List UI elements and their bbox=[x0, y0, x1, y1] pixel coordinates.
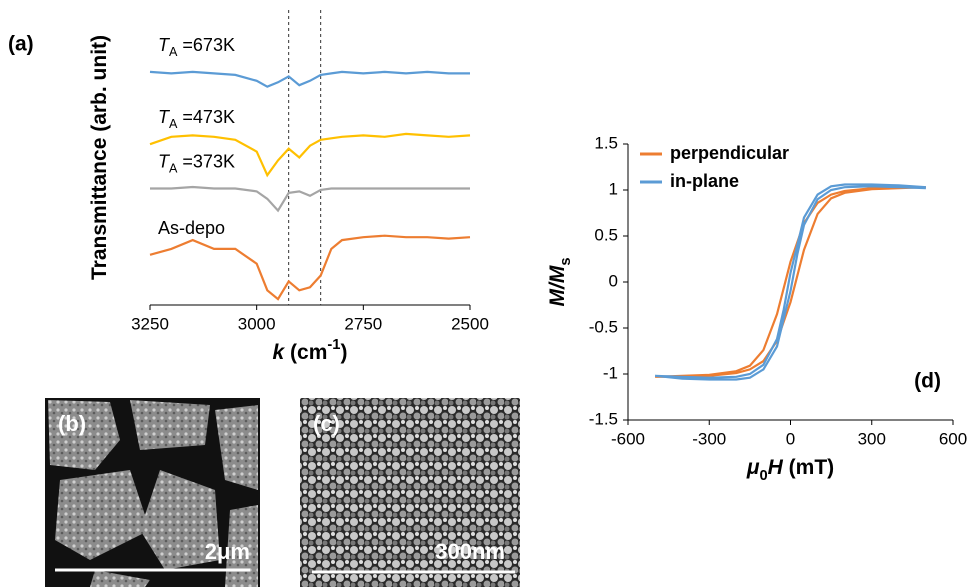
series-line bbox=[150, 236, 470, 299]
label-part: =473K bbox=[177, 107, 235, 127]
x-tick-label: 300 bbox=[858, 429, 886, 448]
sem-image-b: (b) 2μm bbox=[45, 398, 260, 587]
panel-label: (b) bbox=[58, 411, 86, 436]
legend-label: perpendicular bbox=[670, 143, 789, 163]
label-part: =673K bbox=[177, 35, 235, 55]
series-line bbox=[655, 187, 926, 377]
label-part: =373K bbox=[177, 151, 235, 171]
x-tick-label: 3000 bbox=[238, 314, 276, 333]
label-part: ) bbox=[340, 341, 347, 364]
x-tick-label: 600 bbox=[939, 429, 967, 448]
x-axis-label: μ0H (mT) bbox=[746, 456, 834, 484]
series-line bbox=[655, 185, 926, 380]
y-axis-label: Transmittance (arb. unit) bbox=[88, 35, 111, 280]
label-part: H bbox=[768, 456, 784, 479]
x-tick-label: -600 bbox=[611, 429, 645, 448]
label-part: M/M bbox=[546, 265, 569, 306]
x-tick-label: 2750 bbox=[344, 314, 382, 333]
scale-label: 2μm bbox=[205, 539, 250, 564]
y-tick-label: -1 bbox=[603, 363, 618, 382]
x-tick-label: 0 bbox=[786, 429, 795, 448]
x-tick-label: -300 bbox=[692, 429, 726, 448]
x-tick-label: 3250 bbox=[131, 314, 169, 333]
label-part: μ bbox=[746, 456, 760, 479]
y-tick-label: -1.5 bbox=[589, 409, 618, 428]
series-line bbox=[150, 187, 470, 211]
y-tick-label: 1 bbox=[609, 179, 618, 198]
figure: (b) 2μm (c) 300nm 3250300027502500TA =67… bbox=[0, 0, 973, 587]
sem-image-c: (c) 300nm bbox=[300, 398, 520, 587]
x-axis-label: k (cm-1) bbox=[273, 337, 348, 364]
panel-label: (d) bbox=[914, 370, 941, 393]
label-part: 0 bbox=[760, 468, 768, 484]
series-label: TA =673K bbox=[158, 35, 235, 60]
series-label: TA =373K bbox=[158, 151, 235, 176]
series-label: TA =473K bbox=[158, 107, 235, 132]
label-part: (mT) bbox=[783, 456, 834, 479]
scale-label: 300nm bbox=[435, 539, 505, 564]
series-line bbox=[150, 72, 470, 87]
label-part: (cm bbox=[284, 341, 327, 364]
x-tick-label: 2500 bbox=[451, 314, 489, 333]
label-part: As-depo bbox=[158, 218, 225, 238]
panel-label: (c) bbox=[313, 411, 340, 436]
label-part: s bbox=[558, 258, 574, 266]
y-tick-label: 0 bbox=[609, 271, 618, 290]
y-tick-label: 0.5 bbox=[594, 225, 618, 244]
label-part: Transmittance (arb. unit) bbox=[88, 35, 111, 280]
panel-label: (a) bbox=[8, 33, 34, 56]
label-part: -1 bbox=[327, 337, 340, 353]
y-tick-label: -0.5 bbox=[589, 317, 618, 336]
legend-label: in-plane bbox=[670, 171, 739, 191]
y-axis-label: M/Ms bbox=[546, 258, 574, 307]
series-label: As-depo bbox=[158, 218, 225, 238]
y-tick-label: 1.5 bbox=[594, 133, 618, 152]
